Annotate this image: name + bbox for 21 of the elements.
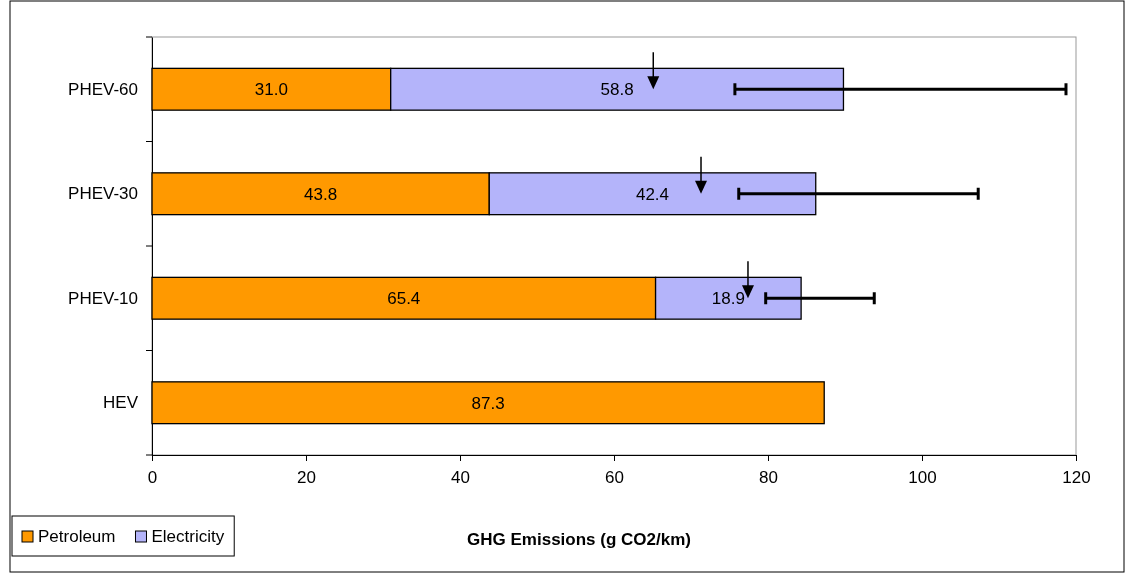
data-label: 87.3 (471, 393, 505, 413)
data-label: 58.8 (600, 80, 634, 100)
x-tick-label: 0 (147, 467, 158, 487)
y-tick-label: HEV (103, 393, 139, 413)
legend-label: Petroleum (38, 527, 116, 546)
y-tick-label: PHEV-60 (68, 79, 138, 99)
x-tick-label: 40 (451, 467, 470, 487)
data-label: 65.4 (387, 289, 421, 309)
y-tick-label: PHEV-30 (68, 184, 138, 204)
x-axis-title: GHG Emissions (g CO2/km) (467, 530, 691, 549)
data-label: 43.8 (304, 184, 338, 204)
x-tick-label: 80 (759, 467, 778, 487)
x-tick-label: 100 (908, 467, 937, 487)
x-tick-label: 60 (605, 467, 624, 487)
y-tick-label: PHEV-10 (68, 288, 138, 308)
data-label: 31.0 (254, 80, 288, 100)
data-label: 42.4 (635, 184, 670, 204)
legend-label: Electricity (151, 527, 225, 546)
data-label: 18.9 (711, 289, 745, 309)
x-tick-label: 20 (297, 467, 316, 487)
x-tick-label: 120 (1062, 467, 1091, 487)
